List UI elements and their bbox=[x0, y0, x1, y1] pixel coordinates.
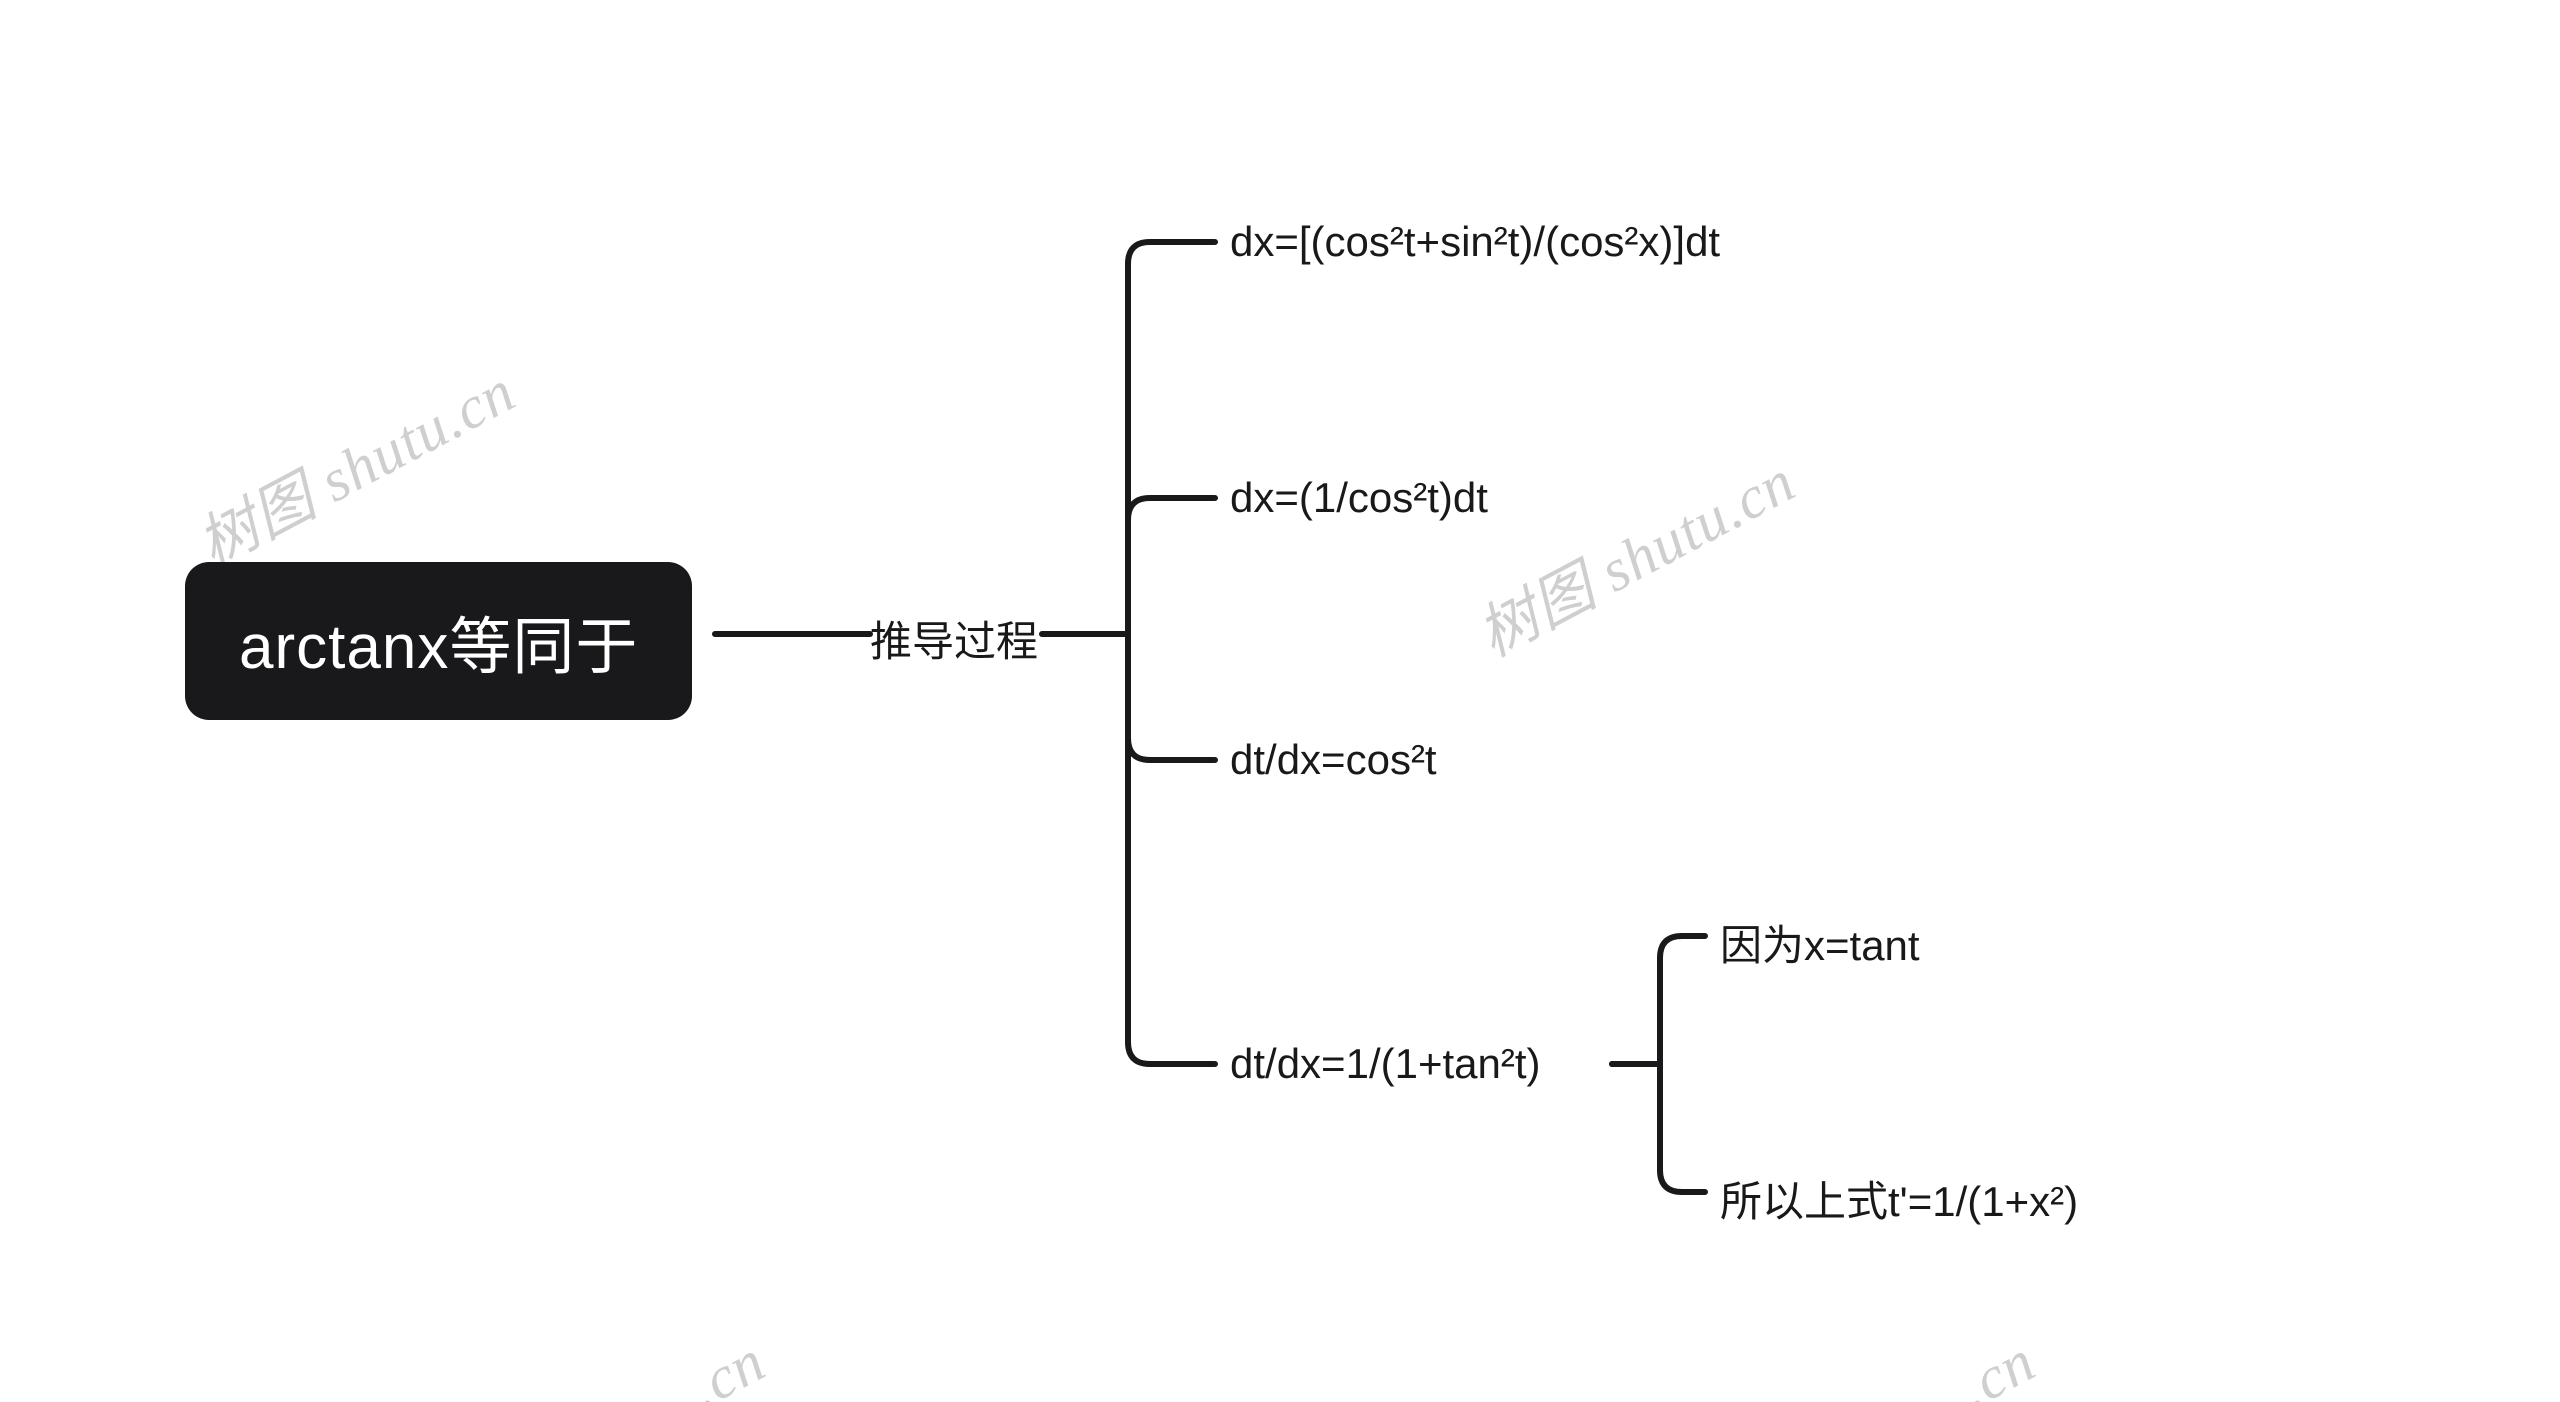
leaf-node[interactable]: 因为x=tant bbox=[1720, 912, 1920, 973]
leaf-node[interactable]: 所以上式t'=1/(1+x²) bbox=[1720, 1168, 2078, 1229]
leaf-node[interactable]: dt/dx=cos²t bbox=[1230, 736, 1437, 784]
branch-node-derivation[interactable]: 推导过程 bbox=[870, 608, 1038, 669]
leaf-node[interactable]: dx=(1/cos²t)dt bbox=[1230, 474, 1488, 522]
watermark: 树图 shutu.cn bbox=[1460, 433, 1808, 673]
mindmap-canvas: 树图 shutu.cn 树图 shutu.cn .cn .cn arctanx等… bbox=[0, 0, 2560, 1402]
watermark: .cn bbox=[1948, 1327, 2046, 1402]
leaf-node[interactable]: dx=[(cos²t+sin²t)/(cos²x)]dt bbox=[1230, 218, 1720, 266]
watermark: .cn bbox=[678, 1327, 776, 1402]
root-node[interactable]: arctanx等同于 bbox=[185, 562, 692, 720]
leaf-node[interactable]: dt/dx=1/(1+tan²t) bbox=[1230, 1040, 1541, 1088]
watermark: 树图 shutu.cn bbox=[180, 343, 528, 583]
